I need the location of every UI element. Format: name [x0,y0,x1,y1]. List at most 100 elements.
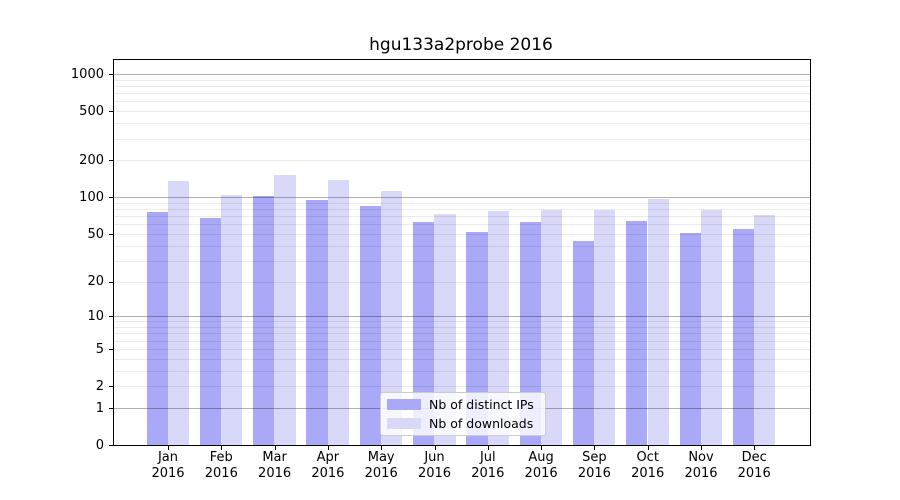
bar-downloads-oct [647,198,669,445]
gridline-minor-30 [114,260,810,262]
x-tick-label-mar: Mar 2016 [258,450,292,481]
bar-distinct-ips-aug [519,221,541,445]
x-tick-label-jul: Jul 2016 [471,450,505,481]
gridline-minor-6 [114,340,810,342]
bar-downloads-feb [221,194,243,445]
bar-downloads-sep [594,209,616,445]
x-tick-label-nov: Nov 2016 [684,450,718,481]
y-tick-label-2: 2 [95,378,104,394]
gridline-minor-500 [114,111,810,113]
bar-distinct-ips-apr [306,199,328,445]
y-tick-label-1000: 1000 [70,66,104,82]
legend-item-downloads: Nb of downloads [387,415,539,431]
legend-swatch-downloads-icon [387,417,421,429]
y-tick-label-50: 50 [87,226,104,242]
gridline-major-100 [114,197,810,199]
bar-distinct-ips-jan [146,211,168,445]
x-tick-mar [274,446,276,451]
x-tick-label-feb: Feb 2016 [204,450,238,481]
gridline-minor-200 [114,160,810,162]
bar-downloads-jun [434,213,456,445]
legend-label-downloads: Nb of downloads [429,415,534,431]
x-tick-label-jun: Jun 2016 [417,450,452,481]
gridline-minor-2 [114,386,810,387]
gridline-minor-4 [114,358,810,360]
y-tick-10 [109,316,113,318]
x-tick-label-sep: Sep 2016 [577,450,611,481]
y-tick-5 [109,349,113,350]
x-tick-feb [221,446,223,451]
x-tick-aug [541,446,543,451]
bar-downloads-aug [540,210,563,445]
gridline-minor-300 [114,138,810,140]
y-tick-label-500: 500 [79,103,104,119]
gridline-minor-8 [114,327,810,328]
gridline-minor-600 [114,101,810,103]
x-tick-dec [754,446,756,451]
bar-distinct-ips-jul [466,231,488,445]
x-tick-label-jan: Jan 2016 [151,450,185,481]
bar-distinct-ips-feb [199,218,222,445]
y-tick-200 [109,160,113,162]
y-tick-label-20: 20 [87,274,104,290]
x-tick-label-aug: Aug 2016 [524,450,558,481]
y-tick-label-200: 200 [79,152,104,168]
legend-label-distinct-ips: Nb of distinct IPs [429,396,534,412]
y-tick-50 [109,234,113,236]
bar-distinct-ips-nov [679,232,701,445]
gridline-minor-900 [114,79,810,81]
gridline-minor-800 [114,86,810,87]
y-tick-label-10: 10 [87,308,104,324]
x-tick-label-dec: Dec 2016 [737,450,771,481]
bar-distinct-ips-oct [626,220,648,445]
bar-downloads-nov [700,209,723,445]
gridline-minor-9 [114,321,810,323]
x-tick-label-oct: Oct 2016 [631,450,665,481]
legend: Nb of distinct IPs Nb of downloads [380,392,546,436]
y-tick-0 [109,445,113,447]
y-tick-2 [109,386,113,388]
x-tick-jan [168,446,169,451]
gridline-major-10 [114,316,810,318]
x-tick-may [381,446,383,451]
plot-area: Nb of distinct IPs Nb of downloads [113,59,811,446]
gridline-minor-20 [114,281,810,283]
gridline-minor-3 [114,370,810,372]
gridline-minor-5 [114,348,810,350]
x-tick-jun [434,446,436,451]
x-tick-sep [594,446,596,451]
gridline-minor-700 [114,93,810,95]
bar-downloads-may [381,191,403,445]
y-tick-label-1: 1 [95,400,104,416]
y-tick-500 [109,111,113,113]
y-tick-1 [109,408,113,409]
bar-distinct-ips-mar [253,195,275,445]
x-tick-nov [701,446,702,451]
bar-downloads-apr [327,180,349,445]
legend-item-distinct-ips: Nb of distinct IPs [387,396,539,412]
y-tick-100 [109,197,113,199]
gridline-minor-7 [114,333,810,335]
chart-title: hgu133a2probe 2016 [369,35,553,55]
gridline-minor-60 [114,224,810,226]
x-tick-apr [327,446,329,451]
y-tick-1000 [109,74,113,76]
bar-distinct-ips-sep [572,240,595,445]
gridline-minor-90 [114,202,810,204]
gridline-minor-70 [114,216,810,218]
x-tick-jul [487,446,489,451]
gridline-major-1000 [114,74,810,75]
legend-swatch-distinct-ips-icon [387,399,421,411]
gridline-minor-400 [114,123,810,125]
y-tick-label-5: 5 [95,341,104,357]
bar-distinct-ips-may [359,205,381,445]
gridline-minor-50 [114,233,810,235]
y-tick-20 [109,281,113,283]
gridline-minor-80 [114,209,810,210]
bar-distinct-ips-jun [413,221,435,445]
bar-downloads-dec [754,215,776,445]
bar-downloads-mar [274,174,296,445]
bar-downloads-jan [167,181,190,445]
bar-distinct-ips-dec [732,228,754,445]
